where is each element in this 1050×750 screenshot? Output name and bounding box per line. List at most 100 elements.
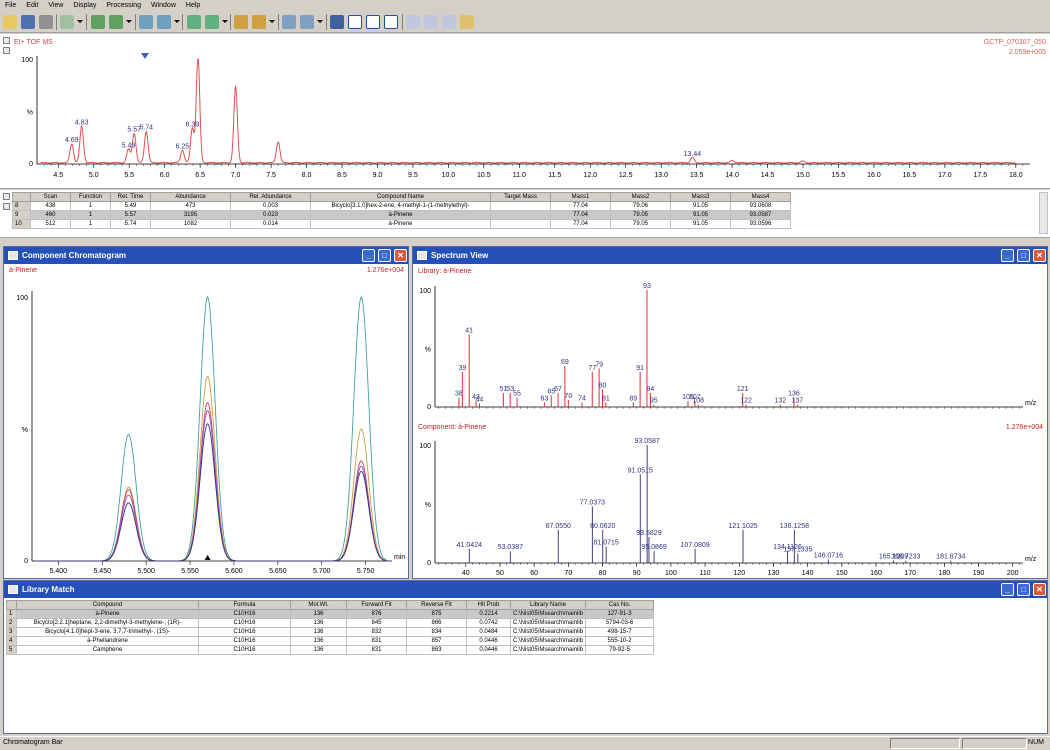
menu-window[interactable]: Window <box>150 2 176 9</box>
dropdown-arrow-icon[interactable] <box>317 20 323 23</box>
table-cell: 1082 <box>150 219 231 229</box>
close-button[interactable]: ✕ <box>394 249 407 262</box>
tile-icon[interactable] <box>424 15 438 29</box>
column-header[interactable]: Formula <box>198 600 291 610</box>
column-header[interactable]: Mass2 <box>610 192 671 202</box>
row-number[interactable]: 5 <box>6 645 17 655</box>
minimize-button[interactable]: _ <box>1001 583 1014 596</box>
maximize-button[interactable]: □ <box>1017 249 1030 262</box>
minimize-button[interactable]: _ <box>362 249 375 262</box>
library-list-icon[interactable] <box>252 15 266 29</box>
table-cell: 863 <box>406 645 467 655</box>
menu-help[interactable]: Help <box>185 2 201 9</box>
table-row[interactable]: 5 Camphene C10H16 136 831 863 0.0446 C:\Nist05\… <box>6 645 655 655</box>
y-tick-label: 0 <box>427 560 431 567</box>
print-icon[interactable] <box>39 15 53 29</box>
combine-icon[interactable] <box>205 15 219 29</box>
menu-view[interactable]: View <box>48 2 64 9</box>
tic-chromatogram-pane[interactable]: EI+ TOF MS GCTP_070307_050 2.059e+005 10… <box>0 34 1050 189</box>
window-titlebar[interactable]: Library Match _ □ ✕ <box>4 581 1047 598</box>
table-row[interactable]: 9 460 1 5.57 3195 0.023 à-Pinene 77.04 79.05 91.0… <box>12 210 791 220</box>
component-chromatogram-plot[interactable]: 100% 0 5.400 5.450 5.500 5.550 5.600 5.650 5.700… <box>4 265 408 577</box>
open-icon[interactable] <box>3 15 17 29</box>
row-number[interactable]: 3 <box>6 627 17 637</box>
integrate-icon[interactable] <box>139 15 153 29</box>
column-header[interactable]: Reverse Fit <box>406 600 467 610</box>
table-row[interactable]: 8 438 1 5.49 473 0.003 Bicyclo[3.1.0]hex-2-ene… <box>12 201 791 211</box>
column-header[interactable]: Target Mass <box>490 192 551 202</box>
row-number[interactable]: 4 <box>6 636 17 646</box>
library-match-table[interactable]: Compound Formula Mol.Wt. Forward Fit Reverse… <box>6 600 655 655</box>
column-header[interactable]: Ret. Time <box>110 192 151 202</box>
table-row[interactable]: 10 512 1 5.74 1082 0.014 á-Pinene 77.04 79.05 91.… <box>12 219 791 229</box>
column-header[interactable]: Forward Fit <box>346 600 407 610</box>
smooth-icon[interactable] <box>157 15 171 29</box>
close-button[interactable]: ✕ <box>1033 249 1046 262</box>
zoom-fit-icon[interactable] <box>330 15 344 29</box>
export-icon[interactable] <box>300 15 314 29</box>
column-header[interactable]: Mass3 <box>670 192 731 202</box>
column-header[interactable]: Mol.Wt. <box>290 600 347 610</box>
peak-label: 80 <box>599 382 607 389</box>
column-header[interactable]: Hit Prob <box>466 600 511 610</box>
column-header[interactable]: Compound <box>16 600 199 610</box>
table-row[interactable]: 1 à-Pinene C10H16 136 876 875 0.2214 C:\Nist05\… <box>6 609 655 619</box>
dropdown-arrow-icon[interactable] <box>269 20 275 23</box>
row-number[interactable]: 2 <box>6 618 17 628</box>
pane-close-icon[interactable] <box>3 37 10 44</box>
maximize-button[interactable]: □ <box>1017 583 1030 596</box>
column-header[interactable]: Mass4 <box>730 192 791 202</box>
column-header[interactable]: Library Name <box>509 600 587 610</box>
menu-display[interactable]: Display <box>73 2 97 9</box>
menu-file[interactable]: File <box>5 2 17 9</box>
window-titlebar[interactable]: Spectrum View _ □ ✕ <box>413 247 1047 264</box>
peak-table[interactable]: Scan Function Ret. Time Abundance Rel. Abund… <box>12 192 791 229</box>
component-trace <box>36 423 387 562</box>
menu-processing[interactable]: Processing <box>106 2 141 9</box>
maximize-button[interactable]: □ <box>378 249 391 262</box>
column-header[interactable]: Function <box>70 192 111 202</box>
menu-edit[interactable]: Edit <box>26 2 39 9</box>
pane-expand-icon[interactable] <box>3 47 10 54</box>
subtract-icon[interactable] <box>187 15 201 29</box>
overlay-icon[interactable] <box>406 15 420 29</box>
pane-expand-icon[interactable] <box>3 203 10 210</box>
row-number[interactable]: 10 <box>12 219 31 229</box>
row-number[interactable]: 9 <box>12 210 31 220</box>
dropdown-arrow-icon[interactable] <box>174 20 180 23</box>
chromatogram-view-icon[interactable] <box>348 15 362 29</box>
column-header[interactable]: Mass1 <box>550 192 611 202</box>
column-header[interactable]: Scan <box>30 192 71 202</box>
tic-plot[interactable]: 100% 0 4.5 5.0 5.5 6.0 6.5 7.0 7.5 8.0 8.5 9.0 9.5 10… <box>0 34 1050 189</box>
close-button[interactable]: ✕ <box>1033 583 1046 596</box>
x-tick-label: 190 <box>973 570 985 577</box>
column-header[interactable]: Rel. Abundance <box>230 192 311 202</box>
chromatogram-tool-icon[interactable] <box>60 15 74 29</box>
minimize-button[interactable]: _ <box>1001 249 1014 262</box>
row-number[interactable]: 8 <box>12 201 31 211</box>
dropdown-arrow-icon[interactable] <box>77 20 83 23</box>
library-search-icon[interactable] <box>234 15 248 29</box>
table-row[interactable]: 4 á-Phellandrene C10H16 136 831 857 0.0446 C:\N… <box>6 636 655 646</box>
x-tick-label: 11.5 <box>548 172 561 179</box>
peak-forward-icon[interactable] <box>109 15 123 29</box>
row-number[interactable]: 1 <box>6 609 17 619</box>
peak-back-icon[interactable] <box>91 15 105 29</box>
table-row[interactable]: 3 Bicyclo[4.1.0]hept-3-ene, 3,7,7-trimeth… <box>6 627 655 637</box>
save-icon[interactable] <box>21 15 35 29</box>
vertical-scrollbar[interactable] <box>1039 192 1048 234</box>
column-header[interactable]: Abundance <box>150 192 231 202</box>
table-row[interactable]: 2 Bicyclo[2.2.1]heptane, 2,2-dimethyl-3-m… <box>6 618 655 628</box>
pane-close-icon[interactable] <box>3 193 10 200</box>
help-icon[interactable] <box>460 15 474 29</box>
cascade-icon[interactable] <box>442 15 456 29</box>
dropdown-arrow-icon[interactable] <box>126 20 132 23</box>
report-icon[interactable] <box>282 15 296 29</box>
table-view-icon[interactable] <box>384 15 398 29</box>
spectrum-view-icon[interactable] <box>366 15 380 29</box>
column-header[interactable]: Compound Name <box>310 192 491 202</box>
dropdown-arrow-icon[interactable] <box>222 20 228 23</box>
column-header[interactable]: Cas No. <box>585 600 655 610</box>
window-titlebar[interactable]: Component Chromatogram _ □ ✕ <box>4 247 408 264</box>
